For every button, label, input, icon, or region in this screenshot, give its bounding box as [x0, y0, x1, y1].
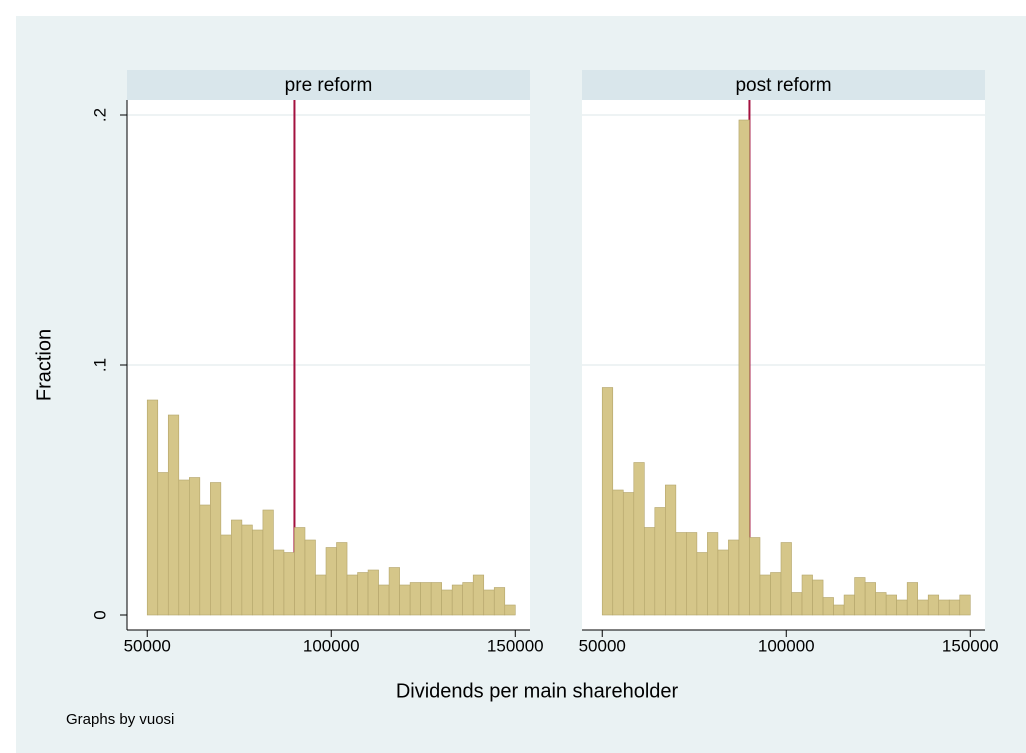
bar	[167, 414, 180, 616]
bar	[146, 399, 159, 616]
bar	[199, 504, 211, 616]
bar	[178, 479, 190, 616]
bar	[262, 509, 274, 616]
bar	[707, 532, 719, 616]
x-tick-label: 150000	[487, 636, 544, 655]
bar	[717, 549, 729, 616]
bar	[441, 589, 453, 616]
bar	[896, 599, 908, 616]
bar	[420, 582, 432, 616]
panel-title: pre reform	[285, 75, 373, 96]
bar	[654, 507, 666, 616]
bar	[885, 594, 897, 616]
bar	[346, 574, 358, 616]
bar	[430, 582, 442, 616]
bar	[367, 569, 379, 616]
bar	[927, 594, 940, 616]
bar	[504, 604, 516, 616]
bar	[252, 529, 264, 616]
bar	[241, 524, 253, 616]
bar	[906, 582, 919, 616]
bar	[220, 534, 232, 616]
bar	[665, 484, 677, 616]
bar	[959, 594, 971, 616]
bar	[696, 552, 708, 616]
panel-title: post reform	[735, 75, 831, 96]
bar	[325, 547, 337, 616]
y-axis-title: Fraction	[33, 329, 55, 401]
bar	[791, 592, 803, 616]
x-axis-title: Dividends per main shareholder	[396, 680, 679, 702]
bar	[451, 584, 464, 616]
bar	[875, 592, 887, 616]
bar	[686, 532, 698, 616]
x-tick-label: 50000	[124, 636, 171, 655]
bar	[854, 577, 866, 616]
bar	[864, 582, 876, 616]
bar	[675, 532, 687, 616]
bar	[273, 549, 285, 616]
bar	[378, 584, 390, 616]
bar	[493, 587, 506, 616]
y-tick-label: .1	[90, 358, 109, 372]
bar	[780, 542, 792, 616]
bar	[917, 599, 929, 616]
bar	[336, 542, 348, 616]
panel-strip	[582, 70, 985, 100]
y-tick-label: 0	[90, 610, 109, 619]
bar	[801, 574, 813, 616]
bar	[304, 539, 316, 616]
bar	[231, 519, 243, 616]
bar	[738, 119, 750, 616]
x-tick-label: 100000	[303, 636, 360, 655]
note: Graphs by vuosi	[66, 711, 174, 728]
bar	[210, 482, 222, 616]
bar	[612, 489, 624, 616]
bar	[622, 492, 635, 616]
bar	[189, 477, 201, 616]
bar	[843, 594, 855, 616]
bar	[770, 572, 782, 616]
bar	[399, 584, 411, 616]
bar	[728, 539, 740, 616]
bar	[833, 604, 845, 616]
bar	[749, 537, 761, 616]
x-tick-label: 150000	[942, 636, 999, 655]
bar	[472, 574, 485, 616]
bar	[283, 552, 295, 616]
panel-strip	[127, 70, 530, 100]
bar	[409, 582, 421, 616]
bar	[812, 579, 824, 616]
bar	[633, 462, 645, 616]
bar	[388, 567, 400, 616]
bar	[759, 574, 771, 616]
bar	[822, 597, 834, 616]
bar	[644, 527, 656, 616]
bar	[601, 387, 614, 616]
x-tick-label: 50000	[579, 636, 626, 655]
bar	[357, 572, 369, 616]
bar	[948, 599, 961, 616]
bar	[294, 527, 306, 616]
bar	[938, 599, 950, 616]
bar	[315, 574, 327, 616]
bar	[157, 472, 169, 616]
bar	[462, 582, 474, 616]
bar	[483, 589, 495, 616]
y-tick-label: .2	[90, 108, 109, 122]
x-tick-label: 100000	[758, 636, 815, 655]
